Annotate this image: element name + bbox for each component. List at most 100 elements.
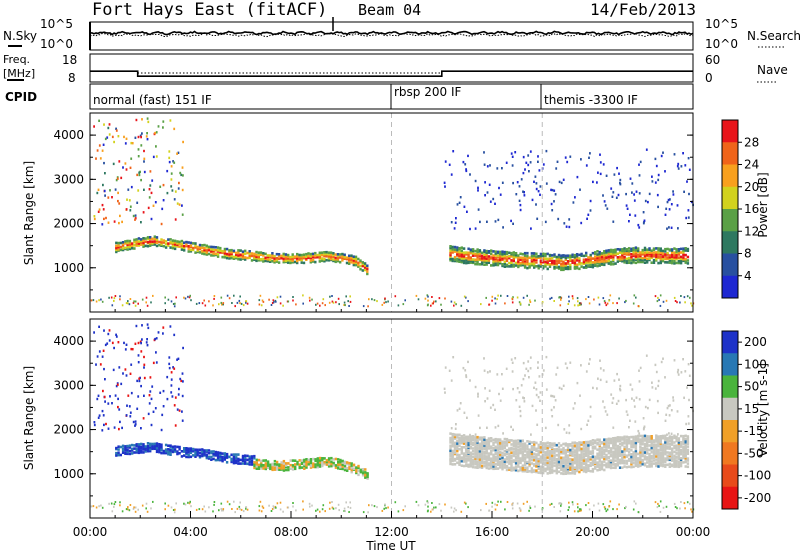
- velocity-scatter-cell: [189, 447, 193, 450]
- power-early-scatter: [119, 214, 121, 218]
- velocity-upper-scatter: [676, 371, 679, 374]
- power-scatter-cell: [126, 241, 129, 245]
- power-upper-scatter: [462, 160, 465, 164]
- velocity-scatter-cell: [661, 463, 665, 466]
- velocity-scatter-cell: [603, 460, 606, 463]
- power-scatter-cell: [115, 244, 118, 248]
- power-scatter-cell: [609, 248, 613, 252]
- power-upper-scatter: [580, 221, 583, 225]
- velocity-early-scatter: [176, 358, 178, 361]
- velocity-scatter-cell: [478, 465, 482, 469]
- velocity-scatter-cell: [578, 443, 581, 446]
- velocity-scatter-cell: [603, 448, 606, 452]
- power-scatter-cell: [183, 241, 186, 244]
- velocity-upper-scatter: [537, 366, 539, 369]
- power-scatter-cell: [609, 255, 613, 258]
- velocity-scatter-cell: [140, 451, 143, 454]
- power-scatter-cell: [609, 263, 613, 266]
- power-ground-scatter: [381, 303, 384, 306]
- velocity-scatter-cell: [196, 450, 199, 454]
- velocity-scatter-cell: [124, 446, 127, 450]
- power-scatter-cell: [153, 235, 156, 238]
- power-upper-scatter: [615, 196, 618, 199]
- velocity-scatter-cell: [551, 446, 554, 449]
- power-scatter-cell: [345, 257, 349, 261]
- velocity-scatter-cell: [469, 465, 472, 468]
- power-scatter-cell: [458, 253, 461, 256]
- velocity-scatter-cell: [453, 435, 457, 439]
- power-scatter-cell: [607, 259, 610, 263]
- velocity-scatter-cell: [128, 449, 132, 453]
- velocity-scatter-cell: [614, 454, 617, 458]
- power-scatter-cell: [603, 250, 606, 253]
- velocity-scatter-cell: [655, 461, 658, 464]
- power-scatter-cell: [679, 247, 683, 251]
- power-scatter-cell: [587, 261, 590, 264]
- velocity-scatter-cell: [467, 439, 470, 443]
- power-upper-scatter: [603, 200, 606, 203]
- velocity-scatter-cell: [355, 466, 358, 469]
- velocity-scatter-cell: [341, 459, 344, 463]
- power-scatter-cell: [121, 244, 125, 247]
- power-ground-scatter: [656, 300, 659, 303]
- velocity-scatter-cell: [614, 444, 617, 447]
- velocity-ground-scatter: [145, 507, 147, 510]
- velocity-scatter-cell: [539, 457, 543, 461]
- velocity-scatter-cell: [453, 437, 457, 440]
- velocity-scatter-cell: [548, 463, 552, 466]
- power-scatter-cell: [221, 255, 224, 259]
- velocity-ground-scatter: [579, 508, 582, 511]
- power-scatter-cell: [607, 262, 610, 265]
- power-early-scatter: [125, 168, 128, 171]
- velocity-scatter-cell: [612, 441, 615, 444]
- power-scatter-cell: [625, 257, 629, 261]
- power-scatter-cell: [343, 255, 346, 259]
- velocity-upper-scatter: [644, 405, 647, 409]
- power-early-scatter: [150, 217, 153, 221]
- velocity-scatter-cell: [632, 461, 635, 465]
- velocity-upper-scatter: [477, 392, 479, 395]
- power-scatter-cell: [119, 245, 122, 249]
- velocity-scatter-cell: [623, 453, 626, 456]
- velocity-upper-scatter: [654, 363, 657, 367]
- velocity-scatter-cell: [528, 448, 531, 451]
- power-scatter-cell: [562, 264, 565, 267]
- velocity-scatter-cell: [496, 447, 500, 451]
- power-upper-scatter: [527, 154, 530, 157]
- velocity-scatter-cell: [462, 464, 466, 468]
- velocity-scatter-cell: [526, 454, 529, 457]
- power-scatter-cell: [573, 258, 577, 261]
- power-scatter-cell: [686, 247, 690, 251]
- power-upper-scatter: [536, 217, 539, 220]
- velocity-scatter-cell: [605, 443, 608, 447]
- velocity-scatter-cell: [316, 461, 319, 465]
- velocity-scatter-cell: [596, 438, 599, 441]
- velocity-early-scatter: [93, 331, 95, 334]
- velocity-upper-scatter: [592, 386, 594, 390]
- velocity-scatter-cell: [480, 464, 484, 468]
- velocity-scatter-cell: [632, 435, 635, 439]
- velocity-ground-scatter: [567, 509, 570, 511]
- velocity-ground-scatter: [603, 506, 606, 509]
- power-upper-scatter: [613, 173, 616, 176]
- velocity-scatter-cell: [318, 461, 322, 464]
- velocity-scatter-cell: [467, 463, 470, 467]
- velocity-early-scatter: [181, 419, 184, 422]
- velocity-scatter-cell: [564, 454, 567, 458]
- velocity-ground-scatter: [450, 506, 453, 509]
- velocity-scatter-cell: [465, 447, 468, 450]
- power-ground-scatter: [367, 305, 369, 308]
- velocity-scatter-cell: [614, 436, 617, 440]
- velocity-scatter-cell: [291, 464, 295, 467]
- power-scatter-cell: [557, 253, 561, 257]
- power-upper-scatter: [677, 167, 680, 170]
- power-scatter-cell: [357, 265, 360, 268]
- power-scale-swatch: [722, 275, 738, 299]
- velocity-scatter-cell: [634, 439, 638, 443]
- power-upper-scatter: [483, 151, 485, 154]
- power-ground-scatter: [368, 298, 370, 301]
- velocity-scatter-cell: [589, 441, 592, 445]
- velocity-scatter-cell: [546, 463, 549, 466]
- velocity-scatter-cell: [598, 466, 601, 470]
- velocity-ground-scatter: [101, 506, 104, 509]
